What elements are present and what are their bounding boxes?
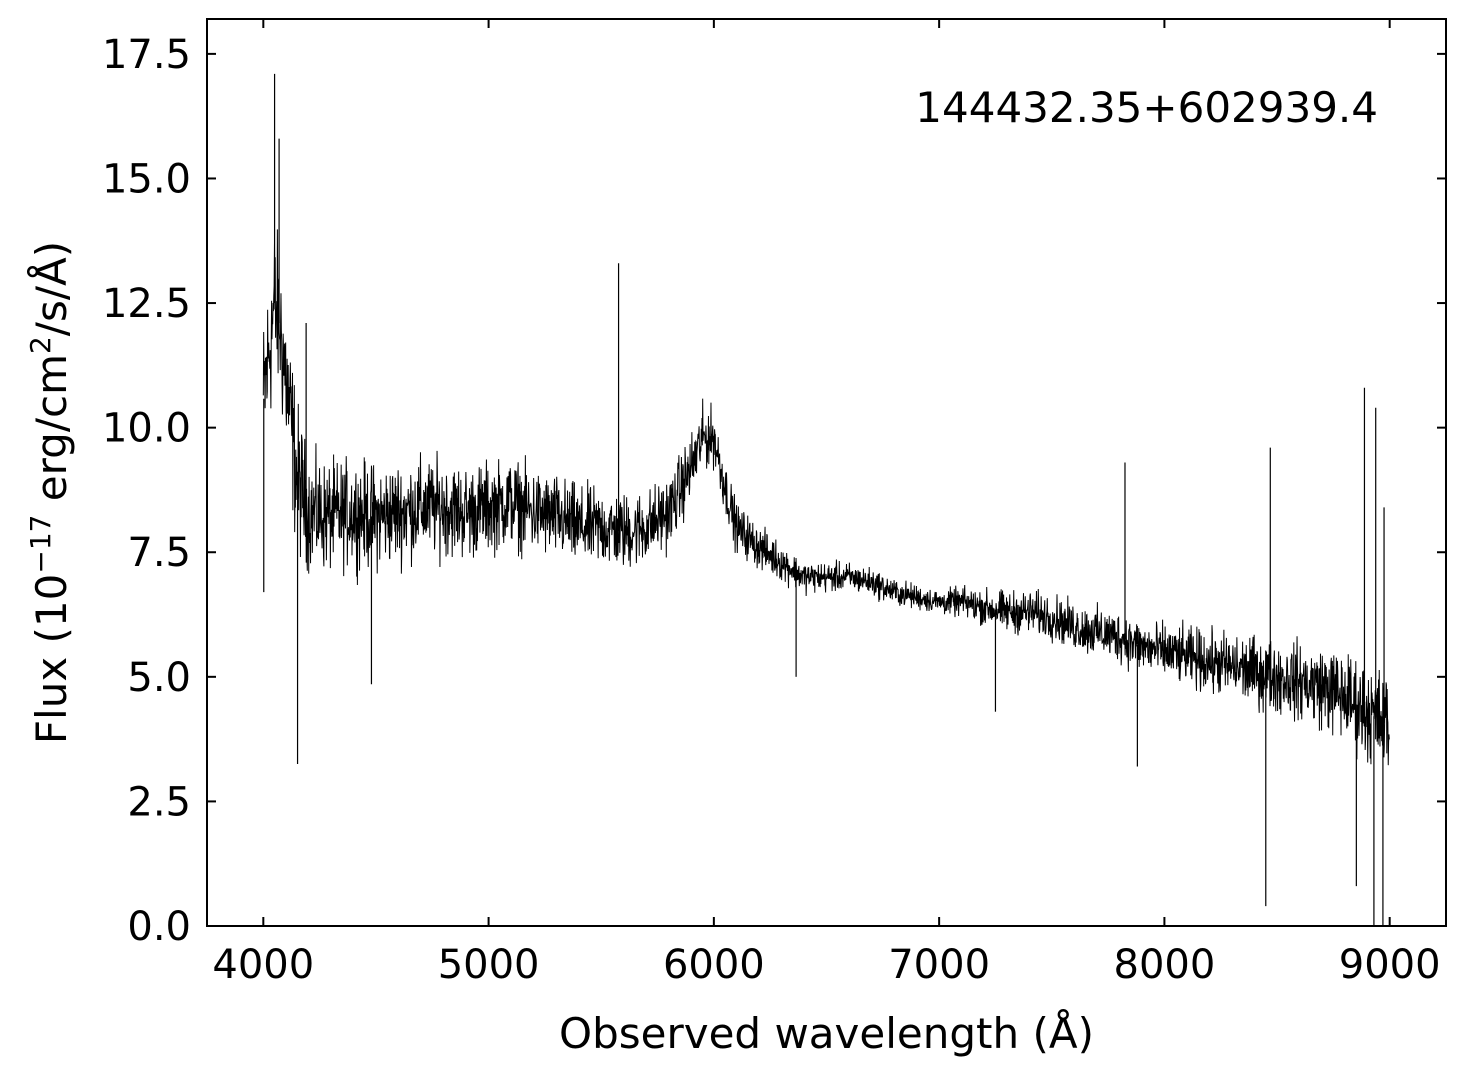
y-tick-label: 5.0 (127, 655, 191, 701)
y-tick-label: 0.0 (127, 904, 191, 950)
y-tick-label: 7.5 (127, 530, 191, 576)
x-tick-label: 9000 (1339, 942, 1441, 988)
x-tick-label: 8000 (1114, 942, 1216, 988)
spectrum-spikes (263, 73, 1385, 926)
y-tick-label: 2.5 (127, 779, 191, 825)
y-label-middle: erg/cm (27, 354, 76, 515)
plot-frame (206, 18, 1447, 927)
y-tick-label: 17.5 (102, 32, 191, 78)
spectrum-series-line (262, 229, 1390, 766)
x-tick-label: 4000 (212, 942, 314, 988)
plot-area (262, 73, 1390, 926)
y-tick-label: 12.5 (102, 281, 191, 327)
y-tick-label: 15.0 (102, 156, 191, 202)
x-tick-label: 6000 (663, 942, 765, 988)
y-axis-ticks: 0.0 2.5 5.0 7.5 10.0 12.5 15.0 17.5 (102, 32, 1446, 950)
object-id-annotation: 144432.35+602939.4 (915, 83, 1378, 132)
x-tick-label: 5000 (438, 942, 540, 988)
y-label-suffix: /s/Å) (26, 241, 76, 336)
y-label-exponent: −17 (24, 515, 57, 574)
x-axis-ticks: 4000 5000 6000 7000 8000 9000 (212, 19, 1441, 988)
y-axis-label: Flux (10−17 erg/cm2/s/Å) (24, 241, 76, 744)
y-label-squared: 2 (24, 336, 57, 354)
y-tick-label: 10.0 (102, 406, 191, 452)
x-tick-label: 7000 (888, 942, 990, 988)
x-axis-label: Observed wavelength (Å) (559, 1008, 1094, 1058)
y-label-prefix: Flux (10 (27, 574, 76, 744)
